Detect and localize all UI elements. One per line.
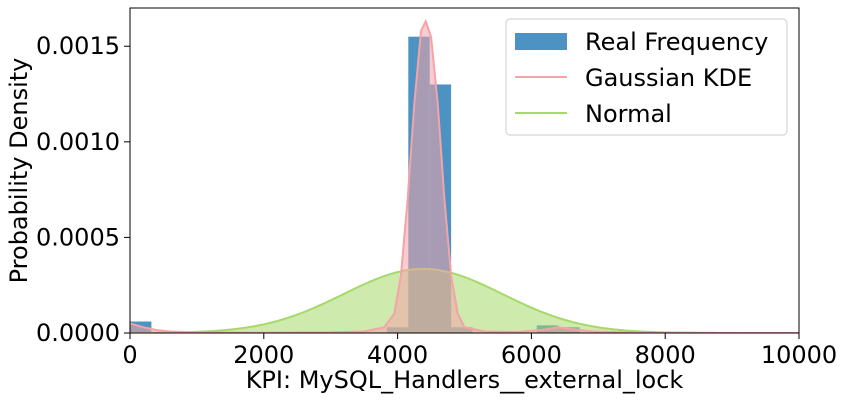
x-tick-label: 0 [122,341,137,369]
plot-frame [129,7,800,334]
legend-box [505,18,788,136]
x-axis-label: KPI: MySQL_Handlers__external_lock [246,366,684,394]
normal-area [130,268,799,333]
y-axis: 0.0000 0.0005 0.0010 0.0015 [36,32,130,347]
y-tick-label: 0.0010 [36,128,120,156]
x-tick-label: 8000 [635,341,696,369]
y-axis-label: Probability Density [5,58,33,284]
y-tick-label: 0.0000 [36,319,120,347]
x-axis: 0 2000 4000 6000 8000 10000 [122,333,837,369]
x-tick-label: 6000 [501,341,562,369]
legend-label: Real Frequency [585,28,768,56]
y-tick-label: 0.0005 [36,223,120,251]
x-tick-label: 2000 [233,341,294,369]
x-tick-label: 4000 [367,341,428,369]
legend-label: Gaussian KDE [585,64,752,92]
legend-swatch-bar [515,33,567,50]
legend-label: Normal [585,100,672,128]
x-tick-label: 10000 [761,341,837,369]
legend: Real Frequency Gaussian KDE Normal [505,18,788,136]
y-tick-label: 0.0015 [36,32,120,60]
normal-curve-layer [130,267,799,333]
